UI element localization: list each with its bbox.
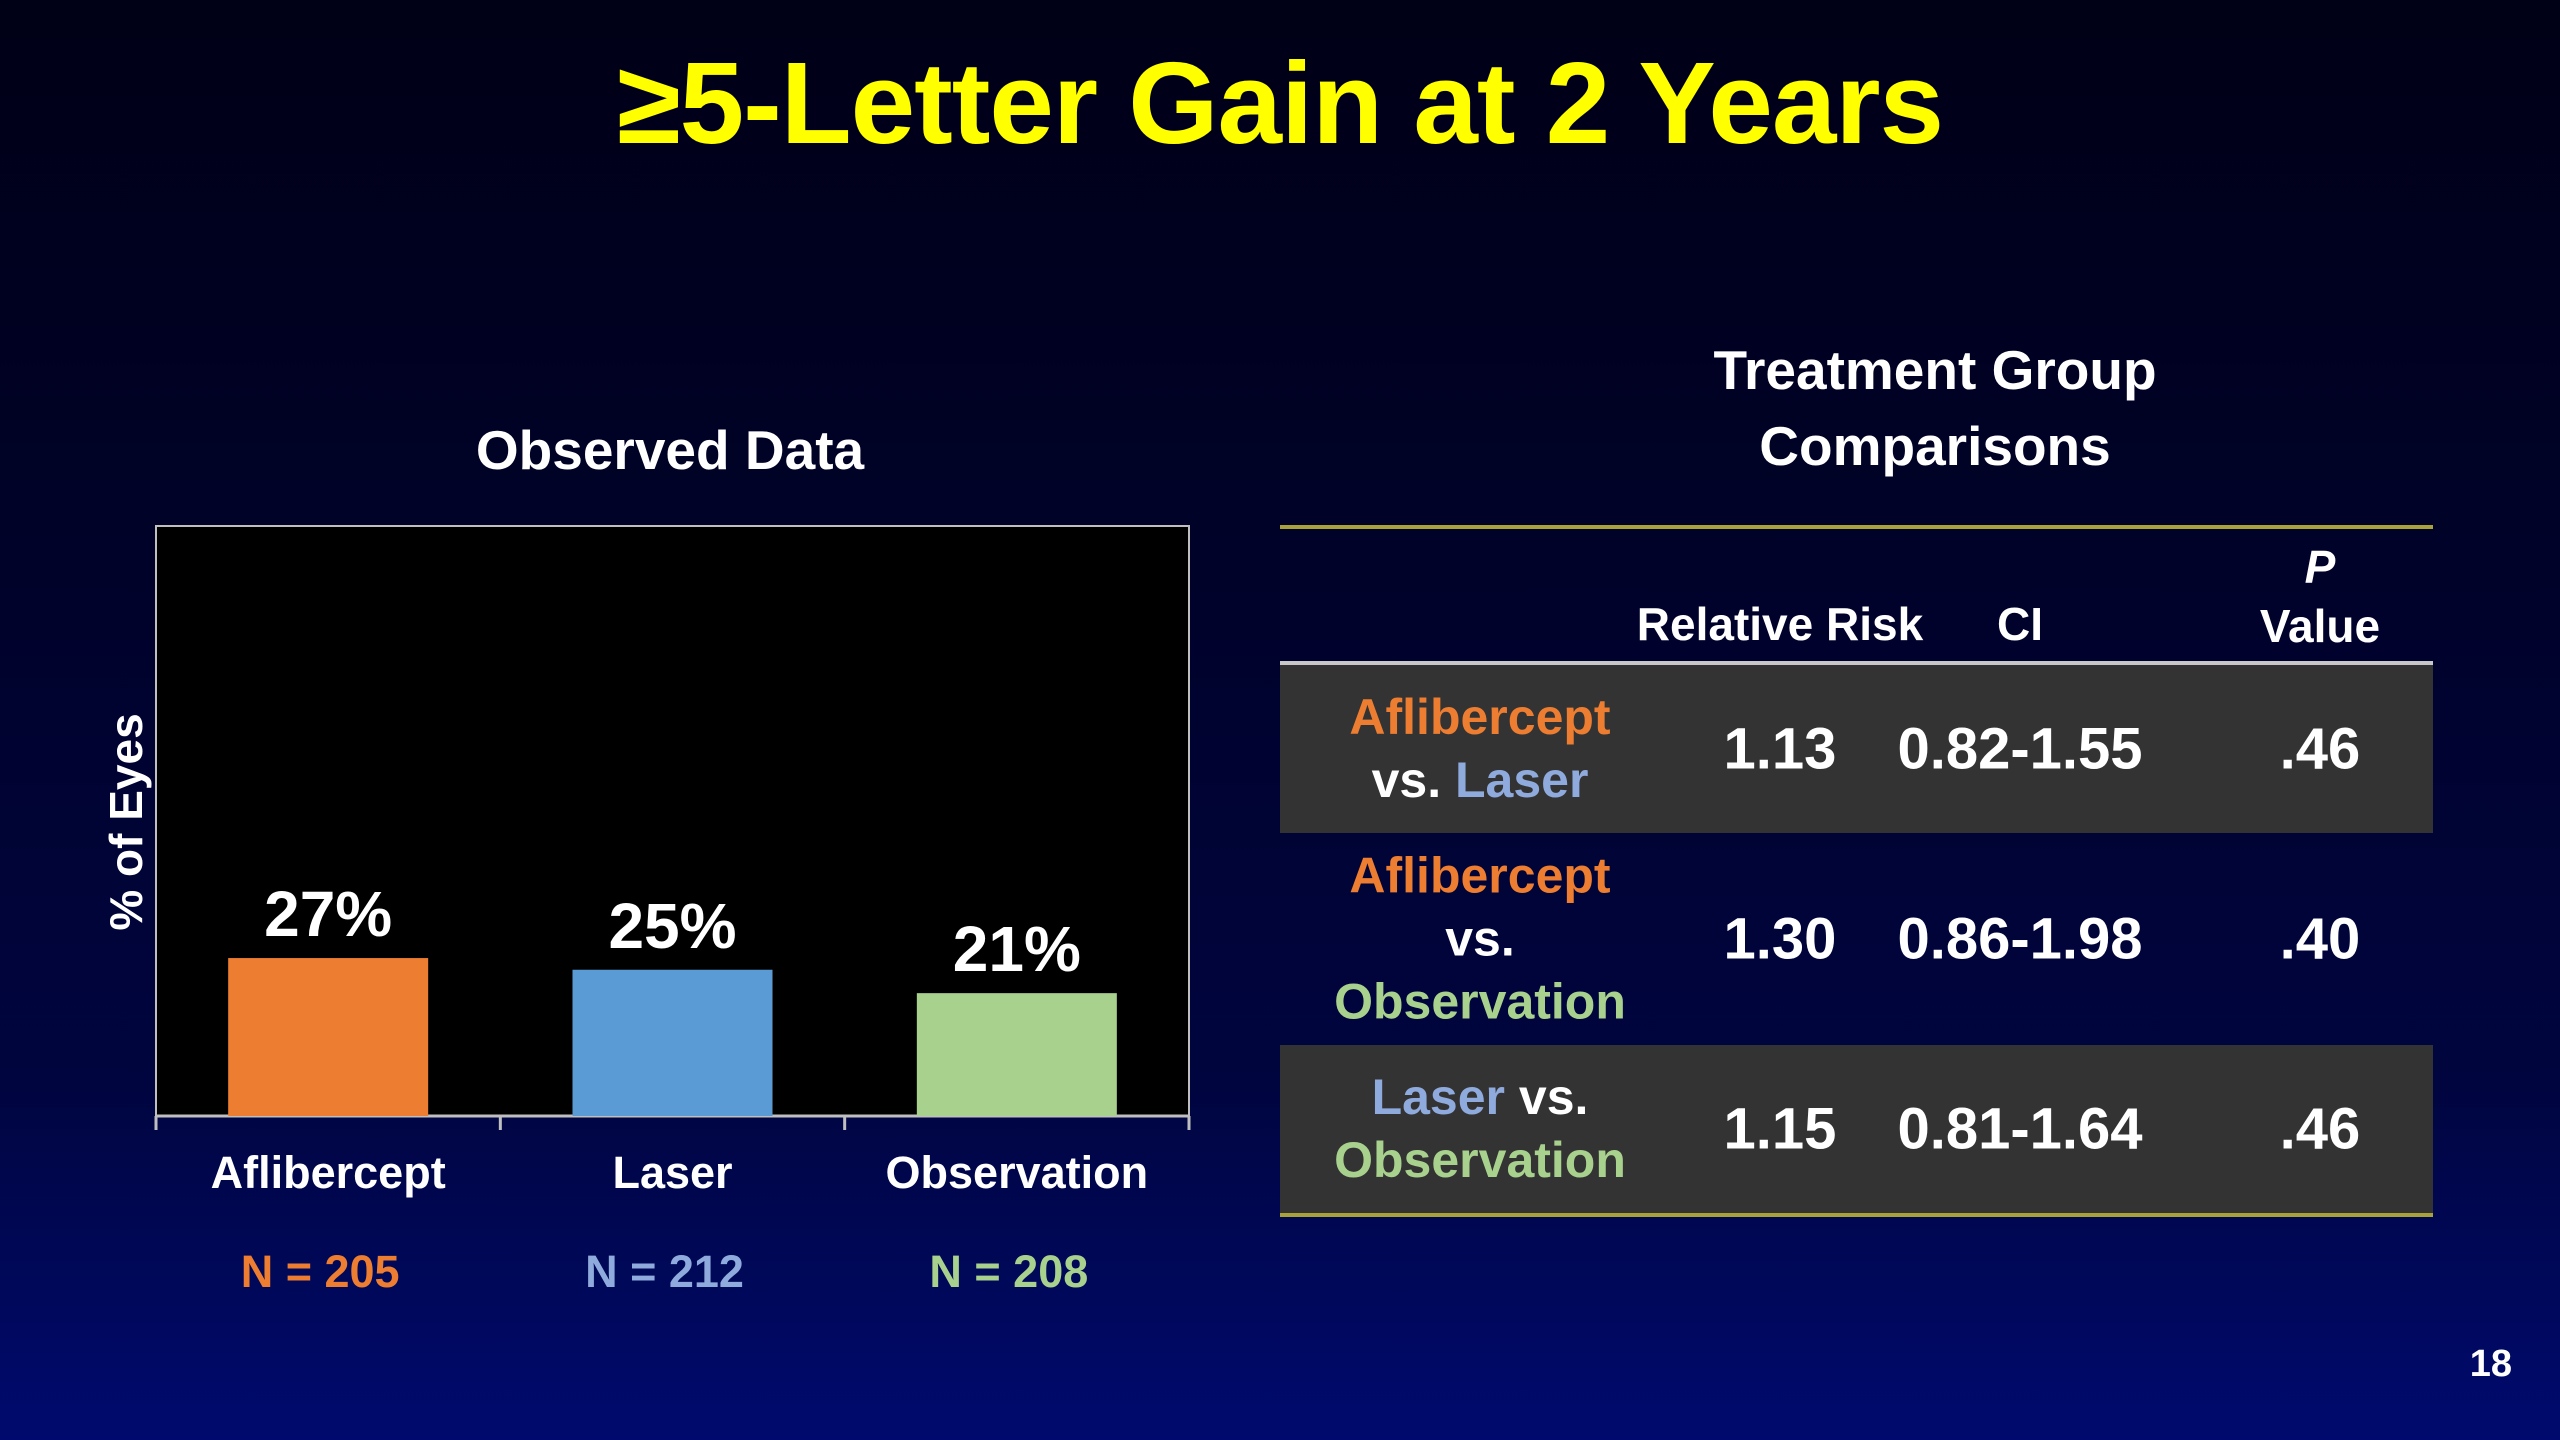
slide-title: ≥5-Letter Gain at 2 Years xyxy=(616,38,1944,168)
comparison-segment-aflibercept: Aflibercept xyxy=(1349,847,1611,904)
x-tick-label-aflibercept: Aflibercept xyxy=(211,1147,446,1198)
header-ci: CI xyxy=(1997,598,2043,650)
comparison-segment-laser: Laser xyxy=(1371,1069,1506,1125)
comparison-table: Relative Risk CI P Value Aflibercept vs. … xyxy=(1280,525,2433,1217)
data-label-laser: 25% xyxy=(608,890,736,962)
bar-laser xyxy=(572,969,773,1116)
data-label-aflibercept: 27% xyxy=(264,878,392,950)
slide-number: 18 xyxy=(2469,1343,2512,1385)
comparison-segment-aflibercept: Aflibercept xyxy=(1349,689,1611,745)
table-row: Laser vs. Observation 1.15 0.81-1.64 .46 xyxy=(1280,1045,2433,1213)
header-p: P xyxy=(2304,541,2336,593)
comparison-segment-plain: vs. xyxy=(1371,752,1455,808)
comparison-segment-laser: Laser xyxy=(1454,752,1589,808)
bar-chart: 27% Aflibercept N = 205 25% Laser N = 212 21% O… xyxy=(100,525,1191,1297)
header-p-value: P Value xyxy=(2220,538,2420,656)
p-value: .40 xyxy=(2279,906,2361,972)
comparison-label: Aflibercept vs. Observation xyxy=(1280,845,1680,1034)
ci-value: 0.82-1.55 xyxy=(1897,716,2143,782)
p-value: .46 xyxy=(2279,1096,2361,1162)
comparison-segment-observation: Observation xyxy=(1334,1132,1626,1188)
table-title-line2: Comparisons xyxy=(1759,415,2111,477)
n-label-observation: N = 208 xyxy=(929,1246,1088,1297)
data-label-observation: 21% xyxy=(953,913,1081,985)
table-top-rule xyxy=(1280,525,2433,529)
relative-risk-value: 1.13 xyxy=(1723,716,1837,782)
p-value: .46 xyxy=(2279,716,2361,782)
comparison-segment-plain: vs. xyxy=(1445,910,1515,967)
relative-risk-value: 1.30 xyxy=(1723,906,1837,972)
bar-observation xyxy=(916,993,1117,1116)
ci-value: 0.86-1.98 xyxy=(1897,906,2143,972)
x-tick-label-observation: Observation xyxy=(886,1147,1149,1198)
table-header-row: Relative Risk CI P Value xyxy=(1280,529,2433,665)
comparison-label: Aflibercept vs. Laser xyxy=(1280,686,1680,812)
x-tick-label-laser: Laser xyxy=(612,1147,732,1198)
n-label-aflibercept: N = 205 xyxy=(241,1246,400,1297)
header-value: Value xyxy=(2259,600,2381,652)
y-axis-label: % of Eyes xyxy=(100,713,152,930)
table-body: Aflibercept vs. Laser 1.13 0.82-1.55.46 Afli… xyxy=(1280,665,2433,1213)
table-bottom-rule xyxy=(1280,1213,2433,1217)
table-row: Aflibercept vs. Observation 1.30 0.86-1.98 .4… xyxy=(1280,833,2433,1045)
chart-title: Observed Data xyxy=(475,419,865,481)
comparison-segment-plain: vs. xyxy=(1505,1069,1589,1125)
ci-value: 0.81-1.64 xyxy=(1897,1096,2143,1162)
header-relative-risk: Relative Risk xyxy=(1636,598,1924,650)
table-row: Aflibercept vs. Laser 1.13 0.82-1.55 .46 xyxy=(1280,665,2433,833)
comparison-segment-observation: Observation xyxy=(1334,973,1626,1030)
comparison-label: Laser vs. Observation xyxy=(1280,1066,1680,1192)
bar-aflibercept xyxy=(228,958,429,1116)
table-title-line1: Treatment Group xyxy=(1713,339,2157,401)
relative-risk-value: 1.15 xyxy=(1723,1096,1837,1162)
n-label-laser: N = 212 xyxy=(585,1246,744,1297)
table-title: Treatment Group Comparisons xyxy=(1480,332,2390,484)
